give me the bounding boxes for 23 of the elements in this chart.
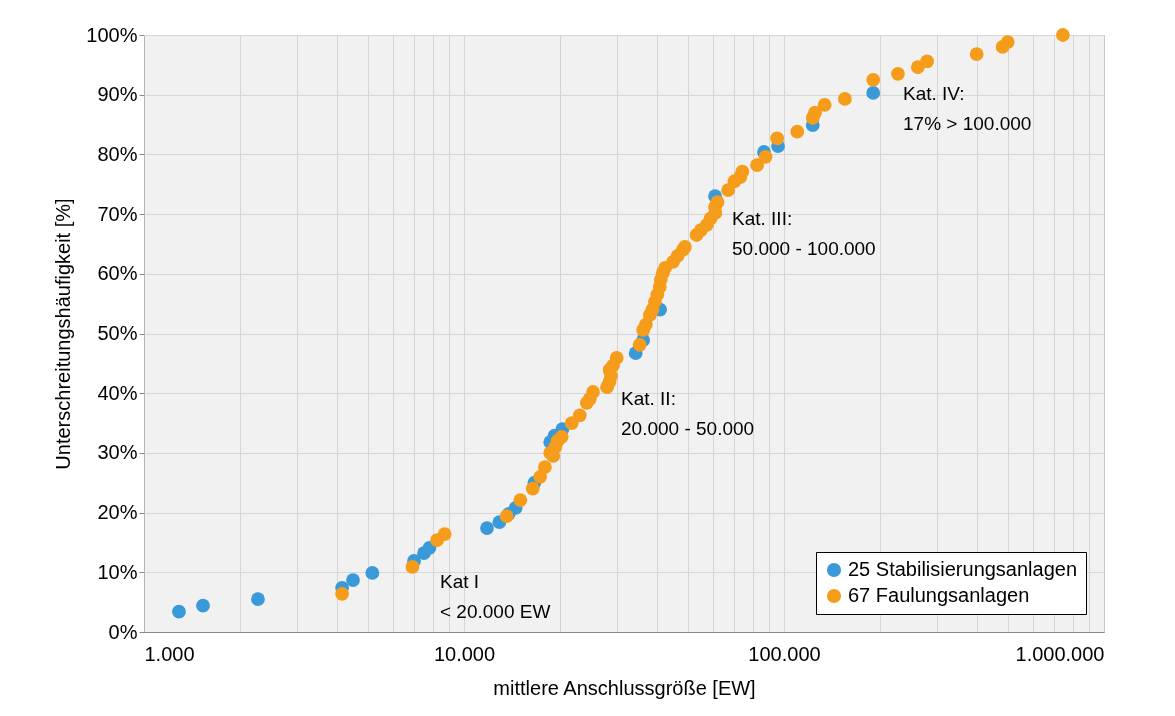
y-axis-title: Unterschreitungshäufigkeit [%] — [52, 198, 75, 470]
y-tick-label: 70% — [97, 202, 138, 225]
legend-label: 67 Faulungsanlagen — [848, 584, 1030, 606]
x-tick-label: 10.000 — [433, 642, 496, 665]
y-tick-label: 0% — [108, 620, 138, 643]
legend-label: 25 Stabilisierungsanlagen — [848, 558, 1078, 580]
x-tick-label: 1.000.000 — [1015, 642, 1105, 665]
y-tick-label: 10% — [97, 560, 138, 583]
annotation: Kat I < 20.000 EW — [440, 571, 551, 622]
annotation: Kat. IV: 17% > 100.000 — [903, 83, 1032, 134]
y-tick-label: 20% — [97, 501, 138, 524]
y-tick-label: 60% — [97, 262, 138, 285]
y-tick-label: 40% — [97, 381, 138, 404]
annotation: Kat. II: 20.000 - 50.000 — [621, 388, 755, 439]
y-tick-label: 50% — [97, 322, 138, 344]
x-tick-label: 1.000 — [144, 642, 195, 665]
y-tick-label: 90% — [97, 83, 138, 106]
y-tick-label: 80% — [97, 142, 138, 165]
x-tick-label: 100.000 — [748, 642, 821, 665]
annotation: Kat. III: 50.000 - 100.000 — [732, 208, 876, 259]
y-tick-label: 100% — [86, 23, 138, 46]
y-tick-label: 30% — [97, 441, 138, 464]
x-axis-title: mittlere Anschlussgröße [EW] — [493, 676, 756, 699]
